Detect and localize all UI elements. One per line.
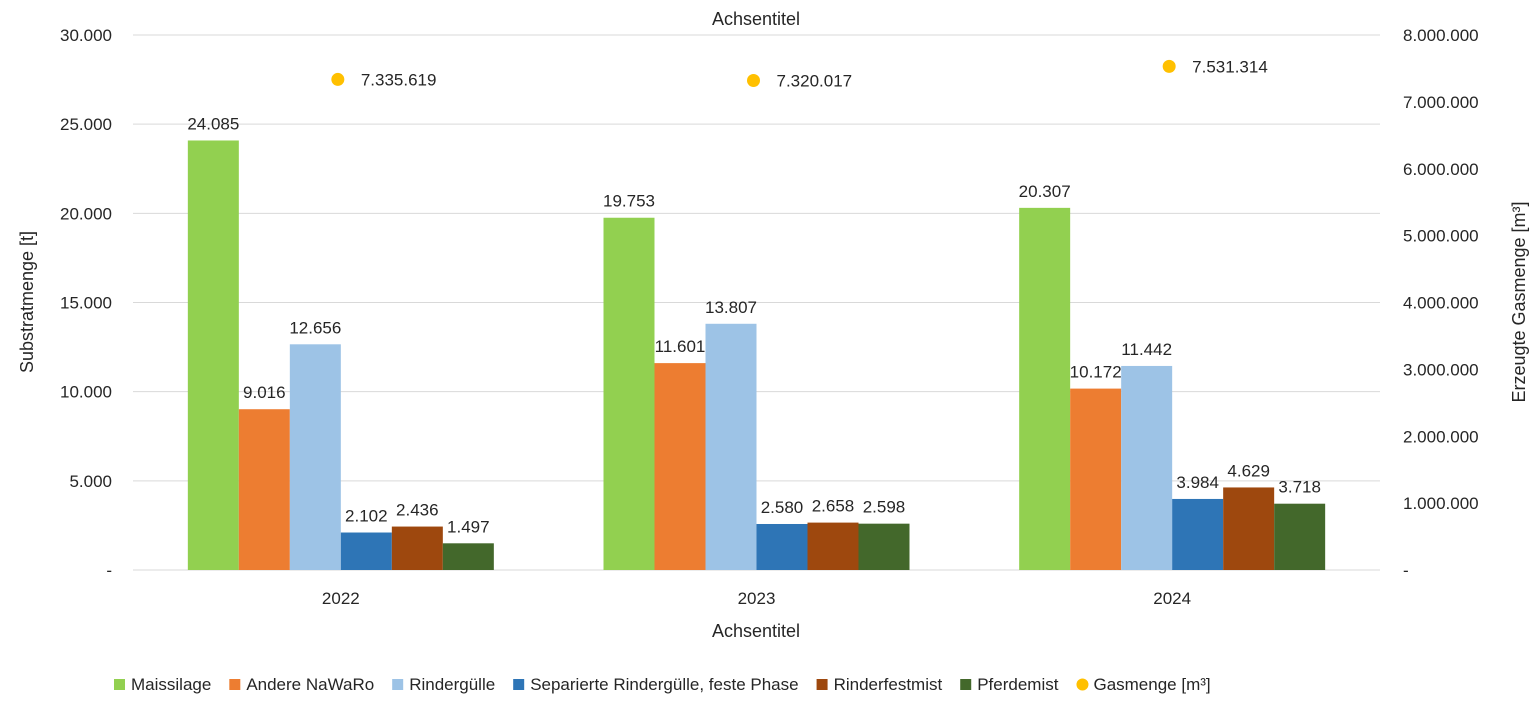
bar-labels: 24.085 9.016 12.656 2.102 2.436 1.497 19.753 11…: [187, 114, 1321, 536]
y2-tick-label: 5.000.000: [1403, 227, 1479, 246]
bar: [238, 409, 290, 570]
bar: [654, 363, 706, 570]
bar: [858, 523, 910, 570]
y2-tick-label: 3.000.000: [1403, 360, 1479, 379]
legend-swatch: [960, 679, 972, 690]
x-tick-label: 2024: [1153, 589, 1191, 608]
y-axis-title: Substratmenge [t]: [17, 231, 37, 373]
legend-label: Gasmenge [m³]: [1093, 675, 1210, 694]
y-tick-label: 30.000: [60, 26, 112, 45]
bar: [442, 543, 494, 570]
bar-value-label: 2.580: [761, 498, 804, 517]
gas-value-label: 7.531.314: [1192, 57, 1268, 76]
y-tick-label: 10.000: [60, 383, 112, 402]
bar-value-label: 2.598: [863, 498, 906, 517]
y-axis-ticks: - 5.000 10.000 15.000 20.000 25.000 30.000: [60, 26, 112, 580]
bar-value-label: 24.085: [187, 114, 239, 133]
legend-label: Rinderfestmist: [834, 675, 943, 694]
legend-label: Separierte Rindergülle, feste Phase: [530, 675, 798, 694]
legend-marker: [1076, 678, 1089, 691]
y-tick-label: 25.000: [60, 115, 112, 134]
y2-tick-label: 8.000.000: [1403, 26, 1479, 45]
bar-value-label: 3.718: [1278, 478, 1321, 497]
bar: [1070, 388, 1122, 570]
bar: [340, 532, 392, 570]
bar-value-label: 11.442: [1121, 340, 1172, 359]
y-tick-label: -: [106, 561, 112, 580]
bar: [705, 323, 757, 570]
legend-label: Maissilage: [131, 675, 211, 694]
bar-value-label: 1.497: [447, 517, 490, 536]
y2-tick-label: 1.000.000: [1403, 494, 1479, 513]
bar: [1121, 365, 1173, 570]
legend-label: Andere NaWaRo: [246, 675, 374, 694]
bar-value-label: 12.656: [289, 318, 341, 337]
x-tick-label: 2023: [738, 589, 776, 608]
legend-swatch: [392, 679, 404, 690]
bars: [187, 140, 1326, 570]
y2-tick-label: -: [1403, 561, 1409, 580]
legend-swatch: [229, 679, 241, 690]
bar-value-label: 2.436: [396, 501, 439, 520]
gas-point: [331, 72, 345, 86]
y2-axis-ticks: - 1.000.000 2.000.000 3.000.000 4.000.000 5.0…: [1403, 26, 1479, 580]
y2-tick-label: 2.000.000: [1403, 427, 1479, 446]
bar: [289, 344, 341, 570]
y2-tick-label: 4.000.000: [1403, 294, 1479, 313]
bar-value-label: 9.016: [243, 383, 286, 402]
chart-top-title: Achsentitel: [712, 9, 800, 29]
legend-label: Rindergülle: [409, 675, 495, 694]
legend-swatch: [114, 679, 125, 690]
y-tick-label: 5.000: [69, 472, 112, 491]
legend-label: Pferdemist: [977, 675, 1059, 694]
x-axis-title: Achsentitel: [712, 621, 800, 641]
bar-value-label: 11.601: [655, 337, 706, 356]
bar-value-label: 3.984: [1176, 473, 1219, 492]
bar: [1223, 487, 1275, 570]
bar: [1019, 207, 1071, 570]
bar-value-label: 10.172: [1070, 363, 1122, 382]
legend: Maissilage Andere NaWaRo Rindergülle Separi…: [114, 675, 1211, 694]
bar: [391, 526, 443, 570]
bar: [1274, 503, 1326, 570]
bar: [1172, 498, 1224, 570]
y2-axis-title: Erzeugte Gasmenge [m³]: [1509, 201, 1529, 402]
y-tick-label: 20.000: [60, 204, 112, 223]
bar: [187, 140, 239, 570]
bar: [807, 522, 859, 570]
y2-tick-label: 6.000.000: [1403, 160, 1479, 179]
gas-value-label: 7.320.017: [777, 71, 853, 90]
bar-value-label: 20.307: [1019, 182, 1071, 201]
legend-swatch: [513, 679, 525, 690]
bar-value-label: 2.102: [345, 507, 388, 526]
bar: [756, 523, 808, 570]
gas-points: 7.335.619 7.320.017 7.531.314: [331, 57, 1268, 90]
y-tick-label: 15.000: [60, 294, 112, 313]
bar-value-label: 13.807: [705, 298, 757, 317]
x-tick-label: 2022: [322, 589, 360, 608]
bar-value-label: 4.629: [1227, 461, 1270, 480]
y2-tick-label: 7.000.000: [1403, 93, 1479, 112]
x-axis-ticks: 2022 2023 2024: [322, 589, 1191, 608]
bar-value-label: 2.658: [812, 497, 855, 516]
bar-value-label: 19.753: [603, 192, 655, 211]
gas-point: [1162, 59, 1176, 73]
gas-point: [747, 73, 760, 87]
legend-swatch: [816, 679, 828, 690]
gas-value-label: 7.335.619: [361, 70, 437, 89]
bar: [603, 217, 655, 570]
